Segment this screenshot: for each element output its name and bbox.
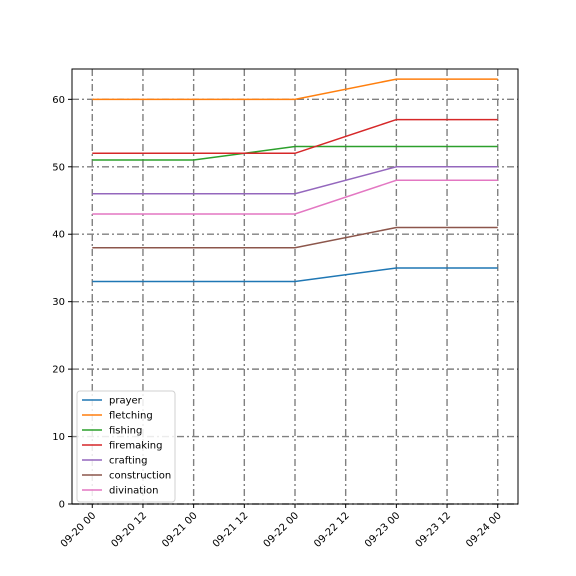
series-lines <box>92 78 498 283</box>
y-tick-label: 10 <box>52 432 65 443</box>
x-tick-label: 09-20 00 <box>59 510 99 550</box>
x-tick-label: 09-24 00 <box>464 510 504 550</box>
y-tick-label: 30 <box>52 297 65 308</box>
series-line-prayer <box>92 267 498 283</box>
legend-label-fishing: fishing <box>109 426 142 437</box>
legend-label-firemaking: firemaking <box>109 441 162 452</box>
y-tick-label: 20 <box>52 365 65 376</box>
legend-label-divination: divination <box>109 486 158 497</box>
series-line-firemaking <box>92 118 498 155</box>
legend-label-fletching: fletching <box>109 411 153 422</box>
series-line-crafting <box>92 166 498 195</box>
legend: prayer fletching fishing firemaking crafting… <box>76 390 176 503</box>
legend-label-crafting: crafting <box>109 456 147 467</box>
x-tick-label: 09-22 12 <box>312 510 352 550</box>
legend-label-prayer: prayer <box>109 396 143 407</box>
x-tick-label: 09-22 00 <box>262 510 302 550</box>
x-tick-label: 09-21 12 <box>211 510 251 550</box>
x-tick-label: 09-23 00 <box>363 510 403 550</box>
series-line-divination <box>92 179 498 215</box>
y-tick-label: 0 <box>59 500 65 511</box>
x-tick-label: 09-20 12 <box>109 510 149 550</box>
series-line-construction <box>92 226 498 249</box>
legend-label-construction: construction <box>109 471 171 482</box>
y-tick-label: 40 <box>52 230 65 241</box>
x-tick-label: 09-21 00 <box>160 510 200 550</box>
x-tick-label: 09-23 12 <box>414 510 454 550</box>
y-tick-label: 50 <box>52 162 65 173</box>
series-line-fishing <box>92 145 498 161</box>
y-tick-label: 60 <box>52 95 65 106</box>
series-line-fletching <box>92 78 498 101</box>
